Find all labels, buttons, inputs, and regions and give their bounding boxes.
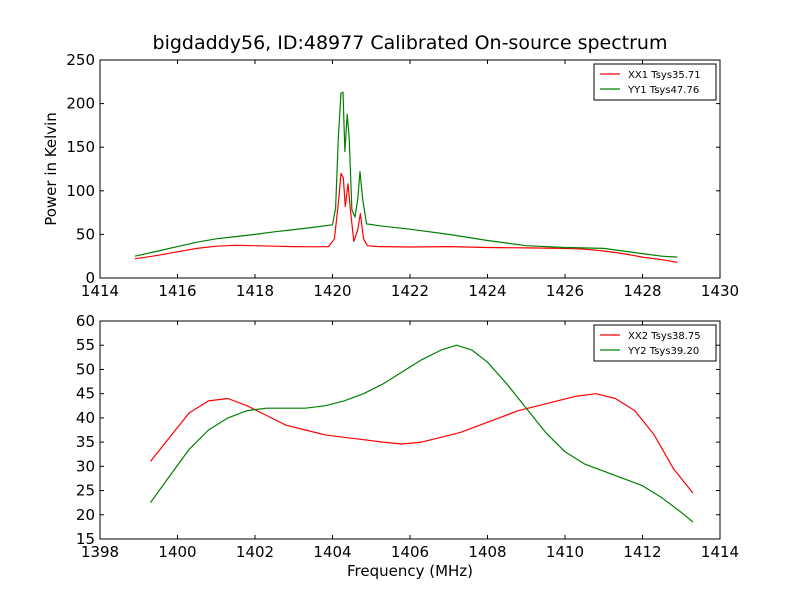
legend-label: XX1 Tsys35.71 xyxy=(628,70,701,81)
x-tick-label: 1404 xyxy=(313,543,351,561)
y-tick-label: 55 xyxy=(76,336,95,354)
y-tick-label: 25 xyxy=(76,482,95,500)
x-axis-label: Frequency (MHz) xyxy=(347,562,473,580)
x-tick-label: 1420 xyxy=(313,282,351,300)
y-tick-label: 100 xyxy=(66,182,95,200)
x-tick-label: 1416 xyxy=(158,282,196,300)
series-line-1-2 xyxy=(134,91,678,258)
series-line-2-1 xyxy=(149,393,694,494)
y-axis-label: Power in Kelvin xyxy=(42,112,60,226)
x-tick-label: 1424 xyxy=(468,282,506,300)
x-tick-label: 1422 xyxy=(391,282,429,300)
chart-title: bigdaddy56, ID:48977 Calibrated On-sourc… xyxy=(152,32,668,54)
y-tick-label: 60 xyxy=(76,312,95,330)
legend-label: YY1 Tsys47.76 xyxy=(627,85,699,96)
x-tick-label: 1398 xyxy=(81,543,119,561)
x-tick-label: 1430 xyxy=(701,282,739,300)
x-tick-label: 1400 xyxy=(158,543,196,561)
y-tick-label: 0 xyxy=(85,269,95,287)
x-tick-label: 1410 xyxy=(546,543,584,561)
y-tick-label: 200 xyxy=(66,95,95,113)
x-tick-label: 1426 xyxy=(546,282,584,300)
x-tick-label: 1414 xyxy=(701,543,739,561)
y-tick-label: 50 xyxy=(76,360,95,378)
legend-label: XX2 Tsys38.75 xyxy=(628,331,701,342)
y-tick-label: 20 xyxy=(76,506,95,524)
x-tick-label: 1408 xyxy=(468,543,506,561)
y-tick-label: 30 xyxy=(76,457,95,475)
series-line-2-2 xyxy=(149,344,694,523)
y-tick-label: 50 xyxy=(76,225,95,243)
series-line-1-1 xyxy=(134,172,678,263)
x-tick-label: 1428 xyxy=(623,282,661,300)
x-tick-label: 1414 xyxy=(81,282,119,300)
legend-label: YY2 Tsys39.20 xyxy=(627,346,699,357)
y-tick-label: 45 xyxy=(76,385,95,403)
y-tick-label: 40 xyxy=(76,409,95,427)
x-tick-label: 1418 xyxy=(236,282,274,300)
y-tick-label: 250 xyxy=(66,51,95,69)
x-tick-label: 1412 xyxy=(623,543,661,561)
legend-box-1 xyxy=(593,63,717,101)
legend-box-2 xyxy=(593,324,717,362)
x-tick-label: 1406 xyxy=(391,543,429,561)
x-tick-label: 1402 xyxy=(236,543,274,561)
y-tick-label: 15 xyxy=(76,530,95,548)
y-tick-label: 150 xyxy=(66,138,95,156)
y-tick-label: 35 xyxy=(76,433,95,451)
